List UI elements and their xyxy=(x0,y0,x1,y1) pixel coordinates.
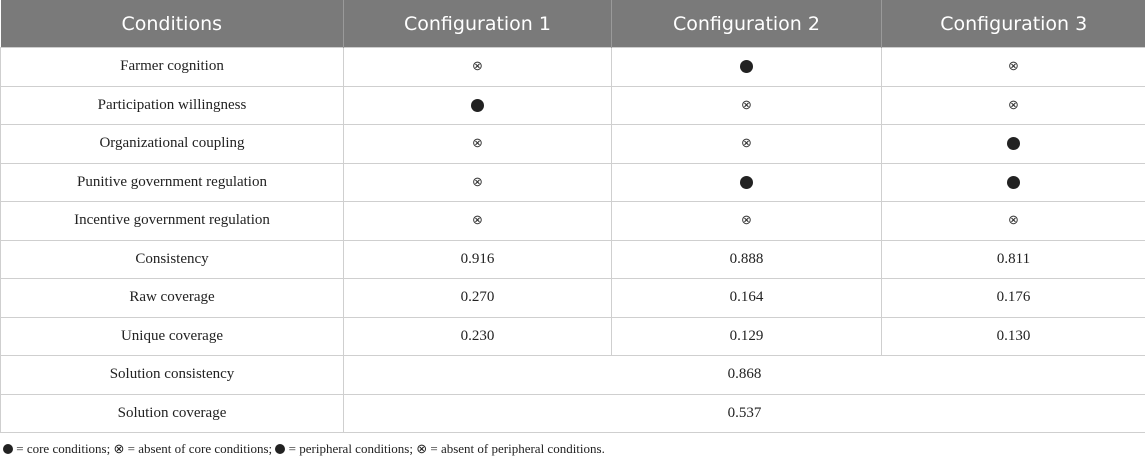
table-row: Punitive government regulation ⊗ xyxy=(0,162,1145,202)
header-configuration-3: Configuration 3 xyxy=(881,0,1145,48)
core-condition-icon xyxy=(1007,137,1020,151)
metric-label: Unique coverage xyxy=(0,316,344,356)
table-cell: ⊗ xyxy=(881,201,1145,241)
metric-value: 0.129 xyxy=(611,316,882,356)
table-row: Solution consistency 0.868 xyxy=(0,355,1145,395)
legend-core-text: = core conditions; xyxy=(13,441,114,456)
table-row: Consistency 0.916 0.888 0.811 xyxy=(0,239,1145,279)
solution-label: Solution consistency xyxy=(0,355,344,395)
table-row: Unique coverage 0.230 0.129 0.130 xyxy=(0,316,1145,356)
absent-condition-icon: ⊗ xyxy=(741,96,752,112)
table-row: Incentive government regulation ⊗ ⊗ ⊗ xyxy=(0,201,1145,241)
table-cell xyxy=(611,162,882,202)
table-row: Organizational coupling ⊗ ⊗ xyxy=(0,124,1145,164)
core-condition-icon xyxy=(471,98,484,112)
table-cell xyxy=(611,47,882,87)
table-footnote: = core conditions; ⊗ = absent of core co… xyxy=(3,441,605,457)
core-condition-icon xyxy=(740,175,753,189)
table-body: Farmer cognition ⊗ ⊗ Participation willingn… xyxy=(0,47,1145,433)
table-cell: ⊗ xyxy=(881,47,1145,87)
legend-absent-core-text: ⊗ = absent of core conditions; xyxy=(113,441,276,456)
table-cell: ⊗ xyxy=(881,85,1145,125)
metric-value: 0.811 xyxy=(881,239,1145,279)
absent-condition-icon: ⊗ xyxy=(472,173,483,189)
header-row: Conditions Configuration 1 Configuration… xyxy=(0,0,1145,48)
table-row: Participation willingness ⊗ ⊗ xyxy=(0,85,1145,125)
table-cell xyxy=(343,85,612,125)
table-cell: ⊗ xyxy=(343,201,612,241)
condition-label: Participation willingness xyxy=(0,85,344,125)
metric-value: 0.230 xyxy=(343,316,612,356)
table-cell: ⊗ xyxy=(611,124,882,164)
legend-absent-peripheral-text: ⊗ = absent of peripheral conditions. xyxy=(416,441,605,456)
metric-value: 0.270 xyxy=(343,278,612,318)
peripheral-condition-icon xyxy=(275,444,286,454)
table-cell xyxy=(881,124,1145,164)
core-condition-icon xyxy=(1007,175,1020,189)
absent-condition-icon: ⊗ xyxy=(472,212,483,228)
header-configuration-1: Configuration 1 xyxy=(343,0,612,48)
metric-label: Consistency xyxy=(0,239,344,279)
header-configuration-2: Configuration 2 xyxy=(611,0,882,48)
solution-label: Solution coverage xyxy=(0,393,344,433)
metric-value: 0.176 xyxy=(881,278,1145,318)
metric-value: 0.916 xyxy=(343,239,612,279)
metric-label: Raw coverage xyxy=(0,278,344,318)
configuration-table: Conditions Configuration 1 Configuration… xyxy=(0,0,1145,433)
metric-value: 0.888 xyxy=(611,239,882,279)
table-cell: ⊗ xyxy=(343,124,612,164)
condition-label: Punitive government regulation xyxy=(0,162,344,202)
table-cell: ⊗ xyxy=(611,85,882,125)
absent-condition-icon: ⊗ xyxy=(472,135,483,151)
metric-value: 0.164 xyxy=(611,278,882,318)
condition-label: Incentive government regulation xyxy=(0,201,344,241)
table-cell: ⊗ xyxy=(611,201,882,241)
absent-condition-icon: ⊗ xyxy=(1008,212,1019,228)
absent-condition-icon: ⊗ xyxy=(1008,58,1019,74)
core-condition-icon xyxy=(3,444,13,454)
header-conditions: Conditions xyxy=(0,0,344,48)
table-row: Solution coverage 0.537 xyxy=(0,393,1145,433)
core-condition-icon xyxy=(740,60,753,74)
absent-condition-icon: ⊗ xyxy=(741,212,752,228)
table-cell xyxy=(881,162,1145,202)
metric-value: 0.130 xyxy=(881,316,1145,356)
absent-condition-icon: ⊗ xyxy=(472,58,483,74)
condition-label: Farmer cognition xyxy=(0,47,344,87)
legend-peripheral-text: = peripheral conditions; xyxy=(285,441,417,456)
table-cell: ⊗ xyxy=(343,47,612,87)
absent-condition-icon: ⊗ xyxy=(1008,96,1019,112)
table-row: Farmer cognition ⊗ ⊗ xyxy=(0,47,1145,87)
table-cell: ⊗ xyxy=(343,162,612,202)
table-row: Raw coverage 0.270 0.164 0.176 xyxy=(0,278,1145,318)
absent-condition-icon: ⊗ xyxy=(741,135,752,151)
condition-label: Organizational coupling xyxy=(0,124,344,164)
solution-value: 0.537 xyxy=(343,393,1145,433)
solution-value: 0.868 xyxy=(343,355,1145,395)
